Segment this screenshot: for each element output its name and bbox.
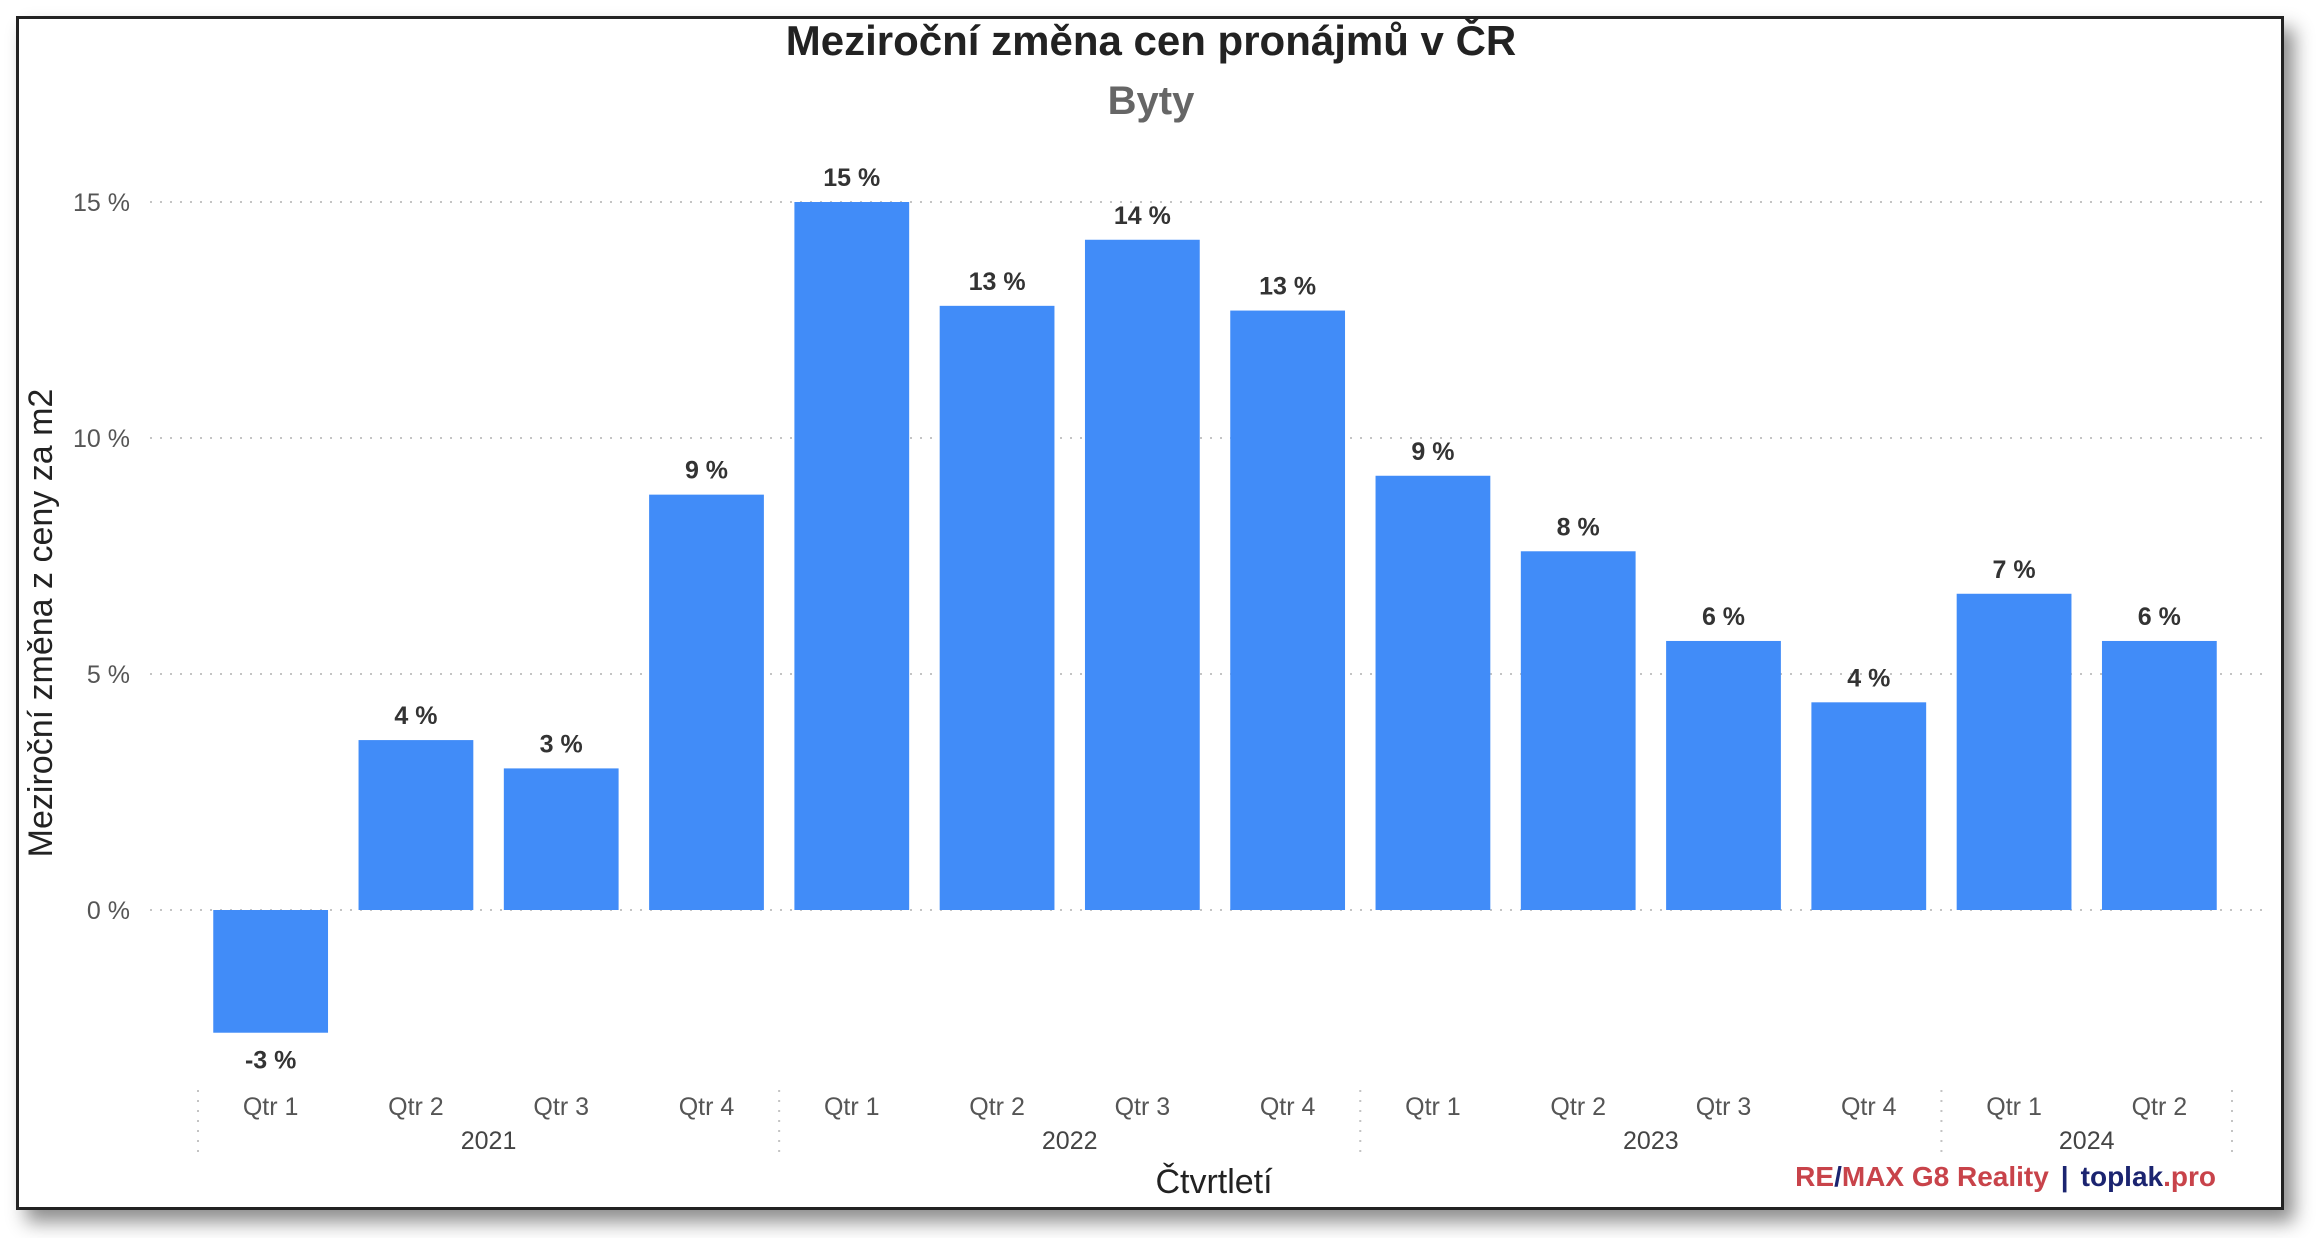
data-label: 4 %	[1847, 664, 1890, 692]
bars	[213, 202, 2217, 1033]
y-tick-label: 10 %	[73, 425, 130, 453]
data-label: 9 %	[685, 457, 728, 485]
credit-re: RE	[1795, 1161, 1834, 1192]
bar	[213, 910, 329, 1033]
x-tick-label: Qtr 2	[969, 1093, 1025, 1121]
bar	[503, 768, 619, 910]
year-label: 2021	[461, 1127, 517, 1155]
credit-text: RE/MAX G8 Reality | toplak.pro	[1795, 1161, 2216, 1192]
x-tick-label: Qtr 4	[1260, 1093, 1316, 1121]
data-label: -3 %	[245, 1047, 296, 1075]
x-tick-label: Qtr 2	[1550, 1093, 1606, 1121]
data-label: 8 %	[1557, 513, 1600, 541]
y-tick-label: 15 %	[73, 189, 130, 217]
credit-remax: MAX G8 Reality	[1842, 1161, 2049, 1192]
credit-slash: /	[1834, 1161, 1842, 1192]
data-label: 3 %	[540, 730, 583, 758]
x-tick-label: Qtr 1	[1405, 1093, 1461, 1121]
x-tick-label: Qtr 1	[243, 1093, 299, 1121]
bar	[358, 740, 474, 910]
x-tick-label: Qtr 3	[1115, 1093, 1171, 1121]
bar	[1084, 239, 1200, 910]
x-tick-label: Qtr 2	[388, 1093, 444, 1121]
x-axis: Qtr 1 Qtr 2 Qtr 3 Qtr 4 Qtr 1 Qtr 2 Qtr 3 Qtr 4…	[197, 1090, 2233, 1160]
data-label: 13 %	[1259, 273, 1316, 301]
bar	[1956, 593, 2072, 910]
y-axis-label: Meziroční změna z ceny za m2	[22, 389, 60, 858]
x-tick-label: Qtr 3	[1696, 1093, 1752, 1121]
bar	[1230, 310, 1346, 910]
credit-separator: |	[2061, 1161, 2069, 1192]
bar	[1520, 551, 1636, 910]
bar	[1375, 475, 1491, 910]
data-label: 7 %	[1993, 556, 2036, 584]
credit-toplak: toplak	[2081, 1161, 2164, 1192]
credit-pro: .pro	[2163, 1161, 2216, 1192]
y-axis-ticks: 0 % 5 % 10 % 15 %	[73, 189, 130, 925]
x-tick-label: Qtr 2	[2132, 1093, 2188, 1121]
bar	[939, 305, 1055, 911]
bar	[649, 494, 764, 910]
bar	[1811, 702, 1927, 910]
data-label: 14 %	[1114, 202, 1171, 230]
year-label: 2024	[2059, 1127, 2115, 1155]
x-axis-label: Čtvrtletí	[1155, 1163, 1273, 1201]
chart-title: Meziroční změna cen pronájmů v ČR	[786, 16, 1517, 64]
x-tick-label: Qtr 3	[533, 1093, 589, 1121]
bar	[2101, 640, 2217, 910]
bar	[794, 202, 910, 910]
year-label: 2023	[1623, 1127, 1679, 1155]
x-tick-label: Qtr 4	[1841, 1093, 1897, 1121]
data-label: 6 %	[1702, 603, 1745, 631]
data-label: 9 %	[1411, 438, 1454, 466]
data-label: 6 %	[2138, 603, 2181, 631]
bar	[1666, 640, 1781, 910]
chart-subtitle: Byty	[1108, 79, 1195, 123]
x-tick-label: Qtr 4	[679, 1093, 735, 1121]
data-labels: -3 % 4 % 3 % 9 % 15 % 13 % 14 % 13 % 9 % 8 % 6 % 4 …	[245, 164, 2181, 1075]
year-label: 2022	[1042, 1127, 1098, 1155]
y-tick-label: 5 %	[87, 661, 130, 689]
data-label: 13 %	[969, 268, 1026, 296]
y-tick-label: 0 %	[87, 897, 130, 925]
x-tick-label: Qtr 1	[1986, 1093, 2042, 1121]
x-tick-label: Qtr 1	[824, 1093, 880, 1121]
data-label: 15 %	[823, 164, 880, 192]
data-label: 4 %	[394, 702, 437, 730]
